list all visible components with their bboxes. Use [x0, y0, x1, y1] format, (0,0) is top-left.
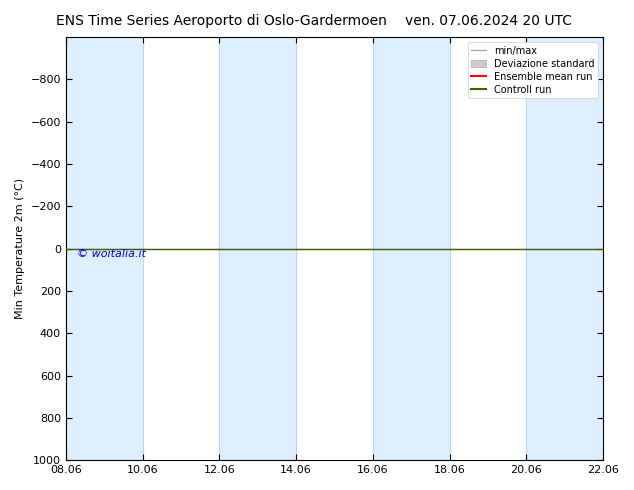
Bar — [373, 37, 450, 460]
Bar — [526, 37, 603, 460]
Text: © woitalia.it: © woitalia.it — [77, 248, 146, 259]
Text: ven. 07.06.2024 20 UTC: ven. 07.06.2024 20 UTC — [404, 14, 572, 28]
Bar — [219, 37, 296, 460]
Y-axis label: Min Temperature 2m (°C): Min Temperature 2m (°C) — [15, 178, 25, 319]
Text: ENS Time Series Aeroporto di Oslo-Gardermoen: ENS Time Series Aeroporto di Oslo-Garder… — [56, 14, 387, 28]
Bar — [66, 37, 143, 460]
Legend: min/max, Deviazione standard, Ensemble mean run, Controll run: min/max, Deviazione standard, Ensemble m… — [467, 42, 598, 98]
